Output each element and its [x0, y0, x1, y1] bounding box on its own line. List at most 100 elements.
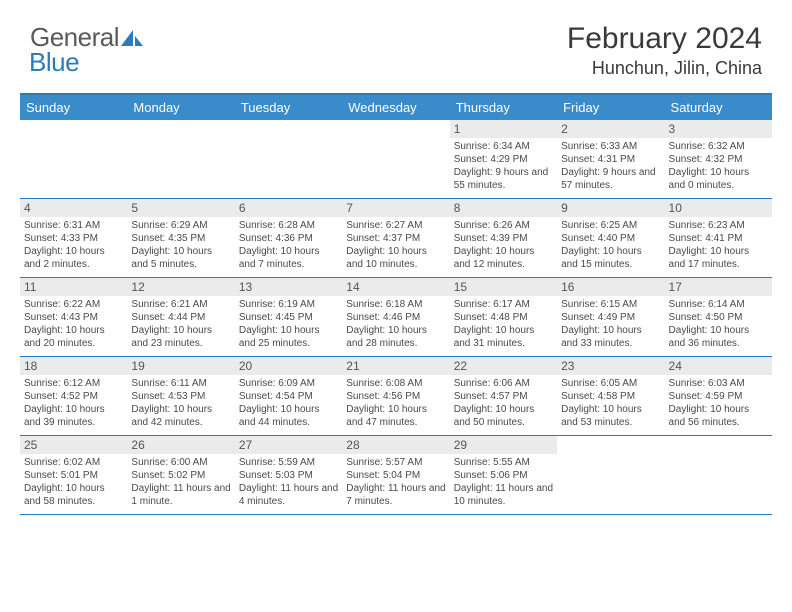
- day-body: Sunrise: 6:33 AMSunset: 4:31 PMDaylight:…: [557, 138, 664, 195]
- day-line: Daylight: 10 hours and 58 minutes.: [24, 482, 123, 508]
- day-cell: 27Sunrise: 5:59 AMSunset: 5:03 PMDayligh…: [235, 436, 342, 514]
- day-body: Sunrise: 6:11 AMSunset: 4:53 PMDaylight:…: [127, 375, 234, 432]
- day-number: 28: [342, 436, 449, 454]
- day-line: Daylight: 10 hours and 20 minutes.: [24, 324, 123, 350]
- day-line: Sunrise: 6:25 AM: [561, 219, 660, 232]
- day-number: 20: [235, 357, 342, 375]
- day-line: Daylight: 10 hours and 36 minutes.: [669, 324, 768, 350]
- day-body: Sunrise: 6:03 AMSunset: 4:59 PMDaylight:…: [665, 375, 772, 432]
- day-number: [557, 436, 664, 456]
- day-number: [665, 436, 772, 456]
- day-line: Sunset: 4:46 PM: [346, 311, 445, 324]
- weekday-cell: Wednesday: [342, 95, 449, 120]
- day-body: Sunrise: 6:19 AMSunset: 4:45 PMDaylight:…: [235, 296, 342, 353]
- day-cell: [20, 120, 127, 198]
- day-number: 21: [342, 357, 449, 375]
- day-cell: 16Sunrise: 6:15 AMSunset: 4:49 PMDayligh…: [557, 278, 664, 356]
- day-number: [342, 120, 449, 140]
- day-body: Sunrise: 6:28 AMSunset: 4:36 PMDaylight:…: [235, 217, 342, 274]
- day-cell: [342, 120, 449, 198]
- day-number: 4: [20, 199, 127, 217]
- day-cell: 9Sunrise: 6:25 AMSunset: 4:40 PMDaylight…: [557, 199, 664, 277]
- day-cell: 13Sunrise: 6:19 AMSunset: 4:45 PMDayligh…: [235, 278, 342, 356]
- day-line: Daylight: 10 hours and 5 minutes.: [131, 245, 230, 271]
- day-line: Daylight: 11 hours and 7 minutes.: [346, 482, 445, 508]
- day-cell: 14Sunrise: 6:18 AMSunset: 4:46 PMDayligh…: [342, 278, 449, 356]
- day-line: Daylight: 10 hours and 31 minutes.: [454, 324, 553, 350]
- day-line: Sunrise: 6:23 AM: [669, 219, 768, 232]
- day-number: 17: [665, 278, 772, 296]
- weekday-cell: Monday: [127, 95, 234, 120]
- day-number: 29: [450, 436, 557, 454]
- day-line: Sunset: 4:37 PM: [346, 232, 445, 245]
- day-cell: 1Sunrise: 6:34 AMSunset: 4:29 PMDaylight…: [450, 120, 557, 198]
- day-body: Sunrise: 6:18 AMSunset: 4:46 PMDaylight:…: [342, 296, 449, 353]
- day-line: Daylight: 9 hours and 57 minutes.: [561, 166, 660, 192]
- day-body: Sunrise: 6:09 AMSunset: 4:54 PMDaylight:…: [235, 375, 342, 432]
- day-body: Sunrise: 5:55 AMSunset: 5:06 PMDaylight:…: [450, 454, 557, 511]
- day-line: Daylight: 10 hours and 7 minutes.: [239, 245, 338, 271]
- day-line: Sunset: 4:39 PM: [454, 232, 553, 245]
- day-cell: 28Sunrise: 5:57 AMSunset: 5:04 PMDayligh…: [342, 436, 449, 514]
- day-body: Sunrise: 6:15 AMSunset: 4:49 PMDaylight:…: [557, 296, 664, 353]
- day-cell: 22Sunrise: 6:06 AMSunset: 4:57 PMDayligh…: [450, 357, 557, 435]
- day-line: Daylight: 10 hours and 42 minutes.: [131, 403, 230, 429]
- day-line: Sunset: 5:06 PM: [454, 469, 553, 482]
- page-title: February 2024: [567, 22, 762, 56]
- day-line: Sunrise: 6:05 AM: [561, 377, 660, 390]
- day-line: Sunrise: 6:21 AM: [131, 298, 230, 311]
- day-cell: 19Sunrise: 6:11 AMSunset: 4:53 PMDayligh…: [127, 357, 234, 435]
- week-row: 4Sunrise: 6:31 AMSunset: 4:33 PMDaylight…: [20, 199, 772, 278]
- day-cell: 21Sunrise: 6:08 AMSunset: 4:56 PMDayligh…: [342, 357, 449, 435]
- day-line: Sunset: 4:43 PM: [24, 311, 123, 324]
- day-number: 27: [235, 436, 342, 454]
- day-cell: [127, 120, 234, 198]
- day-cell: [665, 436, 772, 514]
- day-line: Sunrise: 6:12 AM: [24, 377, 123, 390]
- logo: General Blue: [30, 22, 143, 78]
- day-number: 22: [450, 357, 557, 375]
- day-line: Sunrise: 6:32 AM: [669, 140, 768, 153]
- day-line: Sunset: 5:04 PM: [346, 469, 445, 482]
- day-line: Sunrise: 6:03 AM: [669, 377, 768, 390]
- day-line: Sunset: 4:32 PM: [669, 153, 768, 166]
- day-line: Daylight: 10 hours and 28 minutes.: [346, 324, 445, 350]
- day-line: Sunrise: 6:31 AM: [24, 219, 123, 232]
- logo-sail-icon: [121, 30, 143, 51]
- day-body: Sunrise: 6:27 AMSunset: 4:37 PMDaylight:…: [342, 217, 449, 274]
- day-line: Sunset: 4:45 PM: [239, 311, 338, 324]
- day-body: Sunrise: 6:32 AMSunset: 4:32 PMDaylight:…: [665, 138, 772, 195]
- day-line: Sunrise: 6:15 AM: [561, 298, 660, 311]
- day-line: Sunrise: 6:06 AM: [454, 377, 553, 390]
- day-line: Sunset: 4:36 PM: [239, 232, 338, 245]
- day-line: Daylight: 10 hours and 12 minutes.: [454, 245, 553, 271]
- day-line: Sunrise: 6:11 AM: [131, 377, 230, 390]
- day-body: Sunrise: 6:12 AMSunset: 4:52 PMDaylight:…: [20, 375, 127, 432]
- day-number: [235, 120, 342, 140]
- day-line: Sunrise: 6:17 AM: [454, 298, 553, 311]
- day-line: Sunrise: 6:29 AM: [131, 219, 230, 232]
- weekday-cell: Saturday: [665, 95, 772, 120]
- day-number: 18: [20, 357, 127, 375]
- day-cell: 29Sunrise: 5:55 AMSunset: 5:06 PMDayligh…: [450, 436, 557, 514]
- day-line: Sunrise: 6:34 AM: [454, 140, 553, 153]
- day-number: 14: [342, 278, 449, 296]
- day-number: [127, 120, 234, 140]
- day-body: Sunrise: 5:57 AMSunset: 5:04 PMDaylight:…: [342, 454, 449, 511]
- day-cell: 8Sunrise: 6:26 AMSunset: 4:39 PMDaylight…: [450, 199, 557, 277]
- location-subtitle: Hunchun, Jilin, China: [567, 58, 762, 79]
- day-cell: 12Sunrise: 6:21 AMSunset: 4:44 PMDayligh…: [127, 278, 234, 356]
- day-line: Sunrise: 6:02 AM: [24, 456, 123, 469]
- day-line: Daylight: 10 hours and 56 minutes.: [669, 403, 768, 429]
- calendar: SundayMondayTuesdayWednesdayThursdayFrid…: [20, 93, 772, 515]
- title-block: February 2024 Hunchun, Jilin, China: [567, 22, 762, 79]
- day-line: Sunrise: 6:14 AM: [669, 298, 768, 311]
- day-line: Daylight: 10 hours and 47 minutes.: [346, 403, 445, 429]
- weeks-container: 1Sunrise: 6:34 AMSunset: 4:29 PMDaylight…: [20, 120, 772, 515]
- day-line: Sunset: 4:57 PM: [454, 390, 553, 403]
- day-line: Daylight: 10 hours and 2 minutes.: [24, 245, 123, 271]
- day-line: Daylight: 9 hours and 55 minutes.: [454, 166, 553, 192]
- day-line: Sunset: 4:54 PM: [239, 390, 338, 403]
- day-line: Daylight: 11 hours and 1 minute.: [131, 482, 230, 508]
- weekday-cell: Friday: [557, 95, 664, 120]
